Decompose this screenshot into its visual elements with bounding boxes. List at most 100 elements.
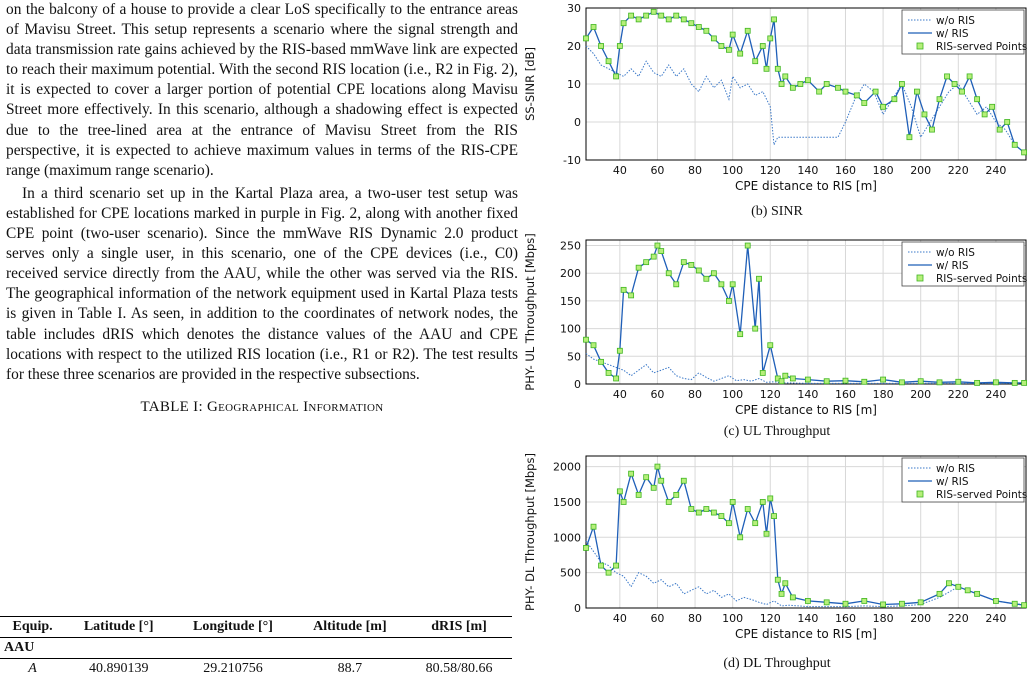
ris-served-point <box>737 50 744 57</box>
ris-served-point <box>981 111 988 118</box>
ris-served-point <box>673 12 680 19</box>
x-tick-label: 220 <box>948 388 969 401</box>
legend-label: RIS-served Points <box>936 41 1027 53</box>
y-tick-label: 500 <box>560 567 581 580</box>
ris-served-point <box>959 88 965 95</box>
y-tick-label: 200 <box>560 267 581 280</box>
ris-served-point <box>872 88 879 95</box>
ris-served-point <box>616 43 623 49</box>
ris-served-point <box>752 58 759 65</box>
dl-throughput-chart: 40 60 80 100 120 140 160 180 200 220 240 0 500 1000 15… <box>523 453 1027 641</box>
table-header: dRIS [m] <box>406 616 512 638</box>
x-tick-label: 180 <box>873 388 894 401</box>
figure-column: 40 60 80 100 120 140 160 180 200 220 240 -10 0 10 20 30… <box>520 0 1034 700</box>
table-header: Altitude [m] <box>293 616 407 638</box>
ris-served-point <box>628 292 635 299</box>
x-tick-label: 120 <box>760 164 781 177</box>
ris-served-point <box>680 259 687 266</box>
ris-served-point <box>756 275 762 282</box>
ris-served-point <box>598 562 604 569</box>
ris-served-point <box>658 477 665 484</box>
x-tick-label: 160 <box>835 388 856 401</box>
ris-served-point <box>823 599 830 606</box>
ris-served-point <box>643 259 650 266</box>
table-cell: A <box>28 661 37 676</box>
x-tick-label: 240 <box>985 164 1006 177</box>
ris-served-point <box>989 103 996 110</box>
ris-served-point <box>605 58 612 65</box>
ris-served-point <box>946 580 952 587</box>
x-tick-label: 80 <box>688 164 702 177</box>
table-group-label: AAU <box>0 637 512 659</box>
ris-served-point <box>1011 141 1018 148</box>
ris-served-point <box>658 12 665 19</box>
series-line-w-ris <box>585 244 1025 384</box>
ris-served-point <box>759 370 766 376</box>
figure-caption-d: (d) DL Throughput <box>723 656 831 671</box>
ris-served-point <box>726 520 732 527</box>
ris-served-point <box>759 43 766 49</box>
x-tick-label: 100 <box>722 164 743 177</box>
ris-served-point <box>842 600 849 607</box>
ris-served-point <box>726 298 732 304</box>
x-tick-label: 180 <box>873 164 894 177</box>
ris-served-point <box>929 126 935 133</box>
x-tick-label: 100 <box>722 612 743 625</box>
ris-served-point <box>861 100 868 106</box>
ris-served-point <box>964 587 971 594</box>
ris-served-point <box>936 96 943 103</box>
ris-served-point <box>710 270 717 277</box>
ris-served-point <box>921 111 928 118</box>
legend-swatch-ris-points <box>916 42 924 50</box>
ris-served-point <box>680 16 687 23</box>
x-tick-label: 180 <box>873 612 894 625</box>
x-tick-label: 140 <box>797 612 818 625</box>
ris-served-point <box>695 509 702 516</box>
x-tick-label: 220 <box>948 164 969 177</box>
x-axis-label: CPE distance to RIS [m] <box>735 627 877 641</box>
ris-served-point <box>974 96 981 103</box>
ris-served-point <box>804 598 811 604</box>
ris-served-point <box>635 264 642 271</box>
ris-served-point <box>744 27 751 34</box>
y-tick-label: 1000 <box>553 531 581 544</box>
ris-served-point <box>718 43 725 49</box>
x-tick-label: 40 <box>613 388 627 401</box>
ris-served-point <box>650 484 657 491</box>
ris-served-point <box>620 499 627 505</box>
ris-served-point <box>955 378 962 385</box>
series-line-wo-ris <box>585 540 1025 608</box>
ris-served-point <box>835 84 841 91</box>
ris-served-point <box>759 499 766 505</box>
ris-served-point <box>993 379 999 386</box>
ris-served-point <box>744 506 751 512</box>
ris-served-point <box>853 92 860 99</box>
x-tick-label: 60 <box>650 388 664 401</box>
ris-served-point <box>1011 379 1018 386</box>
table-cell: 80.58/80.66 <box>425 661 493 676</box>
ris-served-point <box>703 506 710 512</box>
x-tick-label: 160 <box>835 612 856 625</box>
legend-swatch-ris-points <box>916 274 924 282</box>
ris-served-point <box>1021 149 1028 156</box>
ris-served-point <box>898 600 905 607</box>
ris-served-point <box>665 499 672 505</box>
ris-served-point <box>635 16 642 23</box>
ris-served-point <box>891 96 898 103</box>
ris-served-point <box>613 562 619 569</box>
ris-served-point <box>583 35 589 42</box>
ris-served-point <box>951 81 958 87</box>
ris-served-point <box>944 73 950 80</box>
ris-served-point <box>880 601 886 608</box>
ris-served-point <box>665 270 672 277</box>
ris-served-point <box>737 331 744 338</box>
ris-served-point <box>710 35 717 42</box>
ris-served-point <box>752 520 759 527</box>
ris-served-point <box>654 242 661 249</box>
x-tick-label: 140 <box>797 388 818 401</box>
ris-served-point <box>898 81 905 87</box>
ris-served-point <box>789 375 796 382</box>
ris-served-point <box>880 376 886 383</box>
legend-label: w/o RIS <box>936 247 975 259</box>
ris-served-point <box>718 281 725 288</box>
